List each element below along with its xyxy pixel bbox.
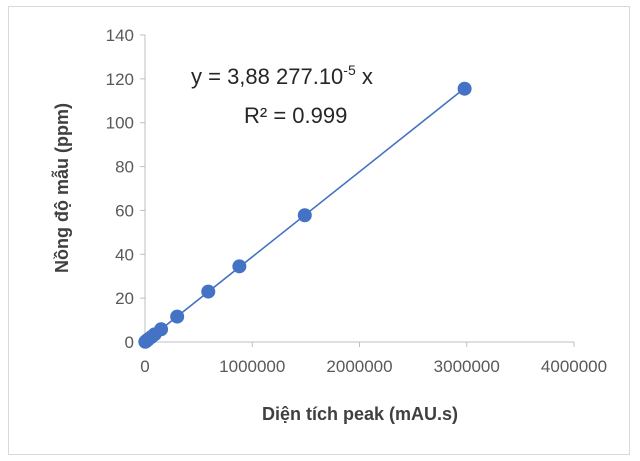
data-point: [170, 309, 185, 324]
data-point: [232, 259, 247, 274]
y-tick-label: 80: [115, 158, 134, 177]
x-axis-ticks: 0 1000000 2000000 3000000 4000000: [140, 342, 607, 376]
y-tick-label: 100: [106, 114, 134, 133]
y-tick-label: 20: [115, 289, 134, 308]
equation-label: y = 3,88 277.10-5 x: [191, 62, 373, 89]
x-tick-label: 1000000: [219, 357, 285, 376]
x-tick-label: 4000000: [541, 357, 607, 376]
data-point: [457, 81, 472, 96]
y-axis-title: Nồng độ mẫu (ppm): [51, 103, 72, 273]
x-tick-label: 0: [140, 357, 149, 376]
y-tick-label: 40: [115, 245, 134, 264]
x-axis-title: Diện tích peak (mAU.s): [262, 404, 458, 424]
x-tick-label: 3000000: [434, 357, 500, 376]
data-point: [201, 284, 216, 299]
x-tick-label: 2000000: [326, 357, 392, 376]
y-tick-label: 60: [115, 201, 134, 220]
y-tick-label: 0: [125, 333, 134, 352]
y-axis-ticks: 0 20 40 60 80 100 120 140: [106, 26, 145, 352]
data-point: [154, 322, 169, 337]
data-points: [138, 81, 472, 349]
y-tick-label: 120: [106, 70, 134, 89]
data-point: [297, 208, 312, 223]
y-tick-label: 140: [106, 26, 134, 45]
r-squared-label: R² = 0.999: [244, 103, 347, 128]
chart-frame: [8, 6, 630, 455]
